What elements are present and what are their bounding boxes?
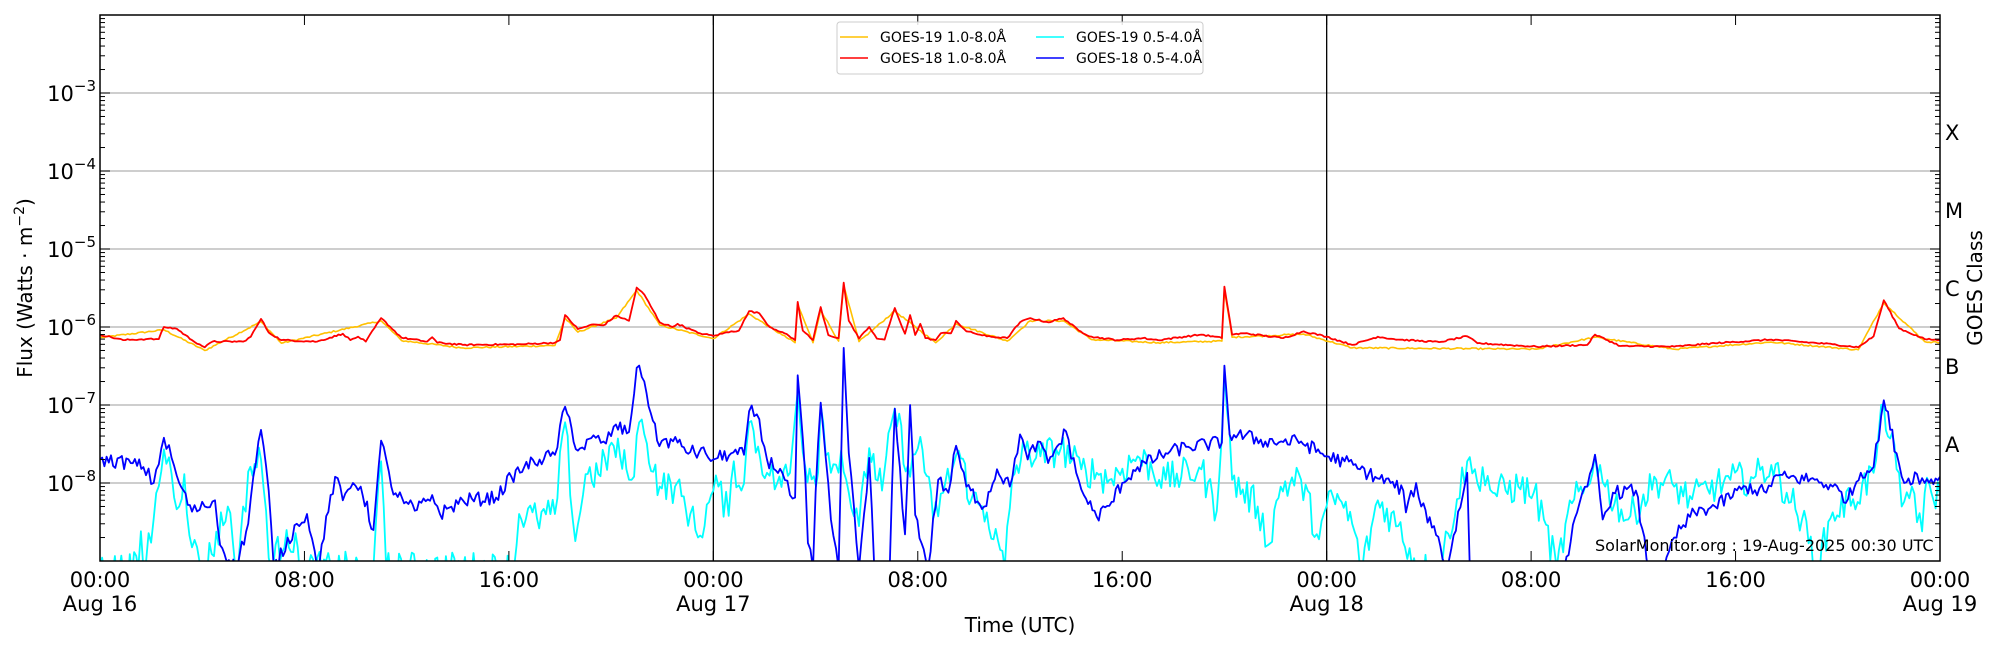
- y-tick-exponent: −6: [74, 311, 96, 329]
- legend-label: GOES-19 0.5-4.0Å: [1076, 29, 1202, 46]
- y-axis-label: Flux (Watts · m−2): [12, 198, 37, 378]
- x-axis-label: Time (UTC): [964, 613, 1076, 637]
- legend-label: GOES-19 1.0-8.0Å: [880, 29, 1006, 46]
- y-tick-labels: 10−310−410−510−610−710−8: [47, 77, 96, 496]
- goes-class-label: M: [1945, 199, 1963, 223]
- x-tick-label: 08:00: [888, 568, 949, 592]
- x-tick-label: 00:00: [683, 568, 744, 592]
- x-tick-label: 16:00: [1092, 568, 1153, 592]
- y-tick-base: 10: [47, 82, 74, 106]
- y-tick-base: 10: [47, 472, 74, 496]
- day-boundary-lines: [712, 15, 1328, 561]
- y-tick-label: 10−5: [47, 233, 96, 262]
- goes-class-label: C: [1945, 277, 1960, 301]
- series-line-goes-18-1-0-8-0-: [100, 281, 1940, 349]
- goes-class-label: A: [1945, 433, 1960, 457]
- x-tick-label: 00:00: [1910, 568, 1971, 592]
- y2-axis-label: GOES Class: [1963, 230, 1987, 346]
- x-tick-label: 16:00: [1705, 568, 1766, 592]
- plot-frame: [99, 14, 1941, 562]
- x-tick-label: 00:00: [1296, 568, 1357, 592]
- y-tick-exponent: −8: [74, 467, 96, 485]
- legend-box: [836, 21, 1204, 75]
- series-group: [100, 281, 1940, 561]
- x-tick-date: Aug 17: [676, 592, 750, 616]
- y-axis-label-exponent: −2: [12, 206, 28, 227]
- x-tick-label: 08:00: [1501, 568, 1562, 592]
- x-tick-label: 08:00: [274, 568, 335, 592]
- y-tick-exponent: −3: [74, 77, 96, 95]
- x-tick-date: Aug 19: [1903, 592, 1977, 616]
- series-line-goes-18-0-5-4-0-: [100, 346, 1940, 561]
- goes-class-labels: X M C B A: [1945, 121, 1963, 457]
- series-line-goes-19-1-0-8-0-: [100, 284, 1940, 352]
- x-tick-label: 16:00: [479, 568, 540, 592]
- y-tick-label: 10−8: [47, 467, 96, 496]
- y-tick-label: 10−7: [47, 389, 96, 418]
- x-tick-date: Aug 16: [63, 592, 137, 616]
- gridlines: [100, 92, 1940, 484]
- x-tick-label: 00:00: [70, 568, 131, 592]
- y-tick-base: 10: [47, 238, 74, 262]
- goes-class-label: B: [1945, 355, 1959, 379]
- source-annotation: SolarMonitor.org : 19-Aug-2025 00:30 UTC: [1595, 536, 1934, 555]
- y-tick-base: 10: [47, 394, 74, 418]
- y-tick-label: 10−3: [47, 77, 96, 106]
- legend-entry: GOES-18 0.5-4.0Å: [1036, 50, 1202, 67]
- x-tick-date: Aug 18: [1289, 592, 1363, 616]
- legend-label: GOES-18 1.0-8.0Å: [880, 50, 1006, 67]
- y-tick-base: 10: [47, 316, 74, 340]
- legend-entry: GOES-18 1.0-8.0Å: [840, 50, 1006, 67]
- goes-class-label: X: [1945, 121, 1959, 145]
- legend-entry: GOES-19 0.5-4.0Å: [1036, 29, 1202, 46]
- y-tick-exponent: −7: [74, 389, 96, 407]
- y-tick-exponent: −4: [74, 155, 96, 173]
- y-tick-base: 10: [47, 160, 74, 184]
- y-tick-label: 10−4: [47, 155, 96, 184]
- y-axis-label-end: ): [13, 198, 37, 206]
- legend-entry: GOES-19 1.0-8.0Å: [840, 29, 1006, 46]
- y-tick-label: 10−6: [47, 311, 96, 340]
- y-tick-exponent: −5: [74, 233, 96, 251]
- legend: GOES-19 1.0-8.0Å GOES-18 1.0-8.0Å GOES-19 …: [836, 21, 1204, 75]
- y-axis-label-main: Flux (Watts · m: [13, 227, 37, 378]
- legend-label: GOES-18 0.5-4.0Å: [1076, 50, 1202, 67]
